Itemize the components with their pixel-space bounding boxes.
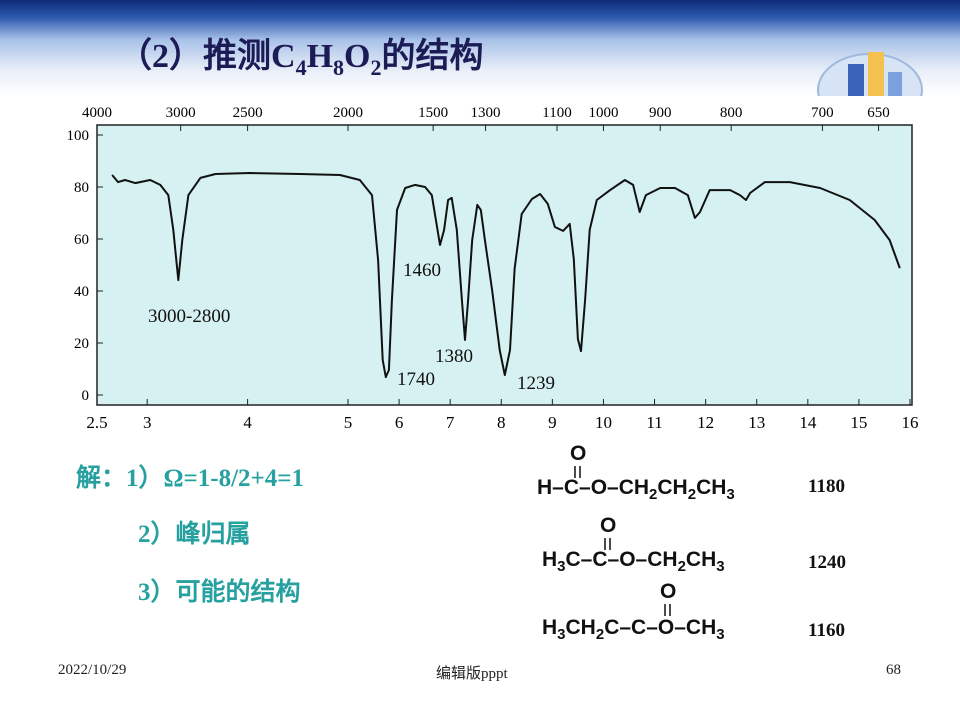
- header-band: [0, 0, 960, 96]
- top-tick-label: 900: [649, 105, 672, 121]
- top-tick-label: 700: [811, 105, 834, 121]
- y-tick-label: 20: [74, 336, 89, 352]
- carbonyl-o: O: [600, 514, 616, 537]
- formula-subscript: 2: [678, 558, 686, 575]
- x-tick-label: 4: [243, 413, 252, 432]
- formula-subscript: 3: [557, 626, 565, 643]
- formula-subscript: 2: [596, 626, 604, 643]
- x-tick-label: 13: [748, 413, 765, 432]
- title-subscript: 2: [370, 54, 382, 80]
- y-tick-label: 60: [74, 232, 89, 248]
- slide-title: （2）推测C4H8O2的结构: [118, 28, 483, 81]
- top-tick-label: 2000: [333, 105, 363, 121]
- ir-spectrum: 0 20 40 60 80 100 2.5 3 4 5 6 7 8 9 10 11 12 13 14 15 16 4000…: [66, 105, 919, 432]
- formula-part: CH: [686, 548, 716, 571]
- formula: H–C–O–CH2CH2CH3: [537, 476, 735, 503]
- x-tick-label: 9: [548, 413, 557, 432]
- y-tick-label: 0: [82, 388, 90, 404]
- wavenumber: 1180: [808, 476, 845, 497]
- x-tick-label: 12: [697, 413, 714, 432]
- x-tick-label: 6: [395, 413, 404, 432]
- formula-subscript: 3: [726, 486, 734, 503]
- page-number: 68: [886, 662, 901, 678]
- formula: H3C–C–O–CH2CH3: [542, 548, 725, 575]
- solution-line: 2）峰归属: [138, 521, 251, 548]
- top-tick-label: 2500: [233, 105, 263, 121]
- formula-subscript: 3: [716, 626, 724, 643]
- top-tick-label: 650: [867, 105, 890, 121]
- formula-subscript: 3: [716, 558, 724, 575]
- peak-annotation: 1239: [517, 373, 555, 394]
- wavenumber: 1160: [808, 620, 845, 641]
- formula-part: C–C–O–CH: [604, 616, 716, 639]
- title-text: 的结构: [381, 38, 484, 75]
- formula-part: H: [542, 548, 557, 571]
- x-tick-label: 8: [497, 413, 506, 432]
- formula-part: CH: [657, 476, 687, 499]
- x-tick-label: 5: [344, 413, 353, 432]
- x-tick-label: 10: [595, 413, 612, 432]
- solution-line: 解：1）Ω=1-8/2+4=1: [76, 465, 305, 492]
- title-text: （2）推测C: [118, 38, 296, 75]
- formula-part: C–C–O–CH: [566, 548, 678, 571]
- formula-subscript: 3: [557, 558, 565, 575]
- title-text: H: [306, 38, 334, 75]
- top-tick-label: 1300: [471, 105, 501, 121]
- peak-annotation: 1740: [397, 369, 435, 390]
- top-tick-label: 1100: [542, 105, 571, 121]
- plot-area: [96, 124, 913, 406]
- footer-text: 编辑版pppt: [436, 666, 508, 682]
- x-tick-label: 14: [799, 413, 817, 432]
- formula-part: CH: [566, 616, 596, 639]
- footer-date: 2022/10/29: [58, 662, 127, 678]
- structures: O H–C–O–CH2CH2CH3 1180 O H3C–C–O–CH2CH3 …: [537, 442, 846, 643]
- carbonyl-o: O: [660, 580, 676, 603]
- x-tick-label: 11: [646, 413, 662, 432]
- top-tick-label: 800: [720, 105, 743, 121]
- peak-annotation: 1380: [435, 346, 473, 367]
- title-subscript: 4: [295, 54, 307, 80]
- solution-line: 3）可能的结构: [138, 579, 301, 606]
- formula: H3CH2C–C–O–CH3: [542, 616, 725, 643]
- y-tick-label: 80: [74, 180, 89, 196]
- formula-subscript: 2: [688, 486, 696, 503]
- formula-part: H–C–O–CH: [537, 476, 649, 499]
- carbonyl-o: O: [570, 442, 586, 465]
- title-text: O: [344, 38, 371, 75]
- peak-annotation: 3000-2800: [148, 306, 230, 327]
- top-tick-label: 1000: [588, 105, 618, 121]
- title-subscript: 8: [333, 54, 345, 80]
- x-tick-label: 3: [143, 413, 152, 432]
- top-tick-label: 4000: [82, 105, 112, 121]
- x-tick-label: 16: [902, 413, 919, 432]
- y-tick-label: 40: [74, 284, 89, 300]
- formula-part: H: [542, 616, 557, 639]
- spectrum-line: [111, 172, 901, 379]
- peak-annotation: 1460: [403, 260, 441, 281]
- top-tick-label: 3000: [166, 105, 196, 121]
- formula-subscript: 2: [649, 486, 657, 503]
- y-tick-label: 100: [67, 128, 90, 144]
- x-tick-label: 7: [446, 413, 455, 432]
- x-tick-label: 15: [850, 413, 867, 432]
- formula-part: CH: [696, 476, 726, 499]
- x-tick-label: 2.5: [86, 413, 107, 432]
- wavenumber: 1240: [808, 552, 846, 573]
- top-tick-label: 1500: [418, 105, 448, 121]
